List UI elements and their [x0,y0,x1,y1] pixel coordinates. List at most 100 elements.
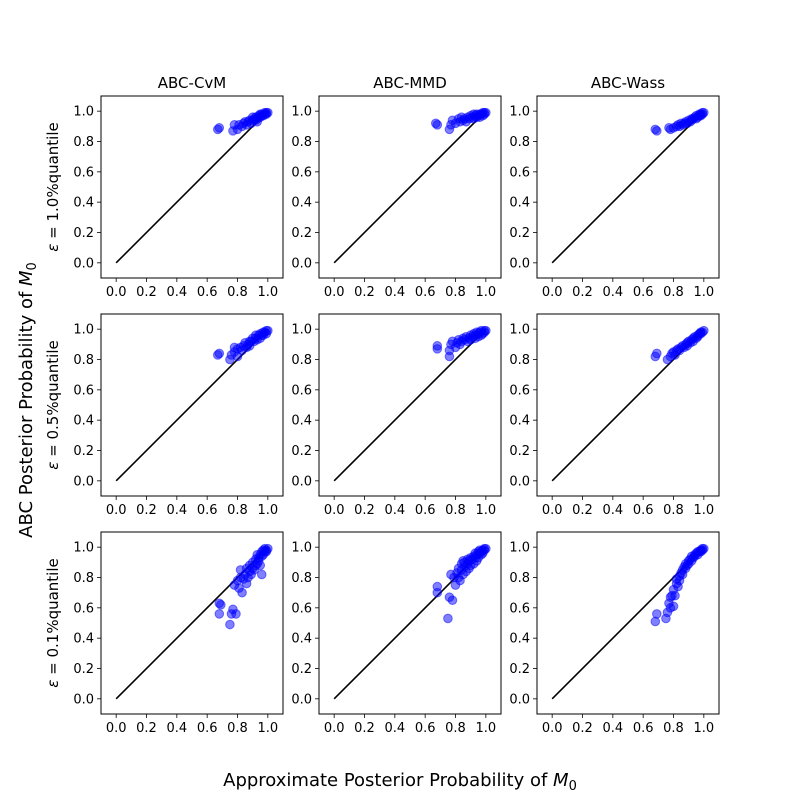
column-title-abc-cvm: ABC-CvM [158,74,226,92]
y-tick-label: 0.0 [291,474,312,489]
x-tick-label: 0.8 [227,721,248,736]
panel-abc-mmd-0-1: 0.0 0.2 0.4 0.6 0.8 1.0 0.0 0.2 0.4 0.6 0.8 1.0 [291,531,502,736]
x-tick-label: 0.2 [572,721,593,736]
data-point [432,587,443,598]
x-tick-label: 1.0 [475,503,496,518]
x-tick-label: 0.6 [415,503,436,518]
x-tick-label: 0.0 [542,285,563,300]
y-tick-label: 0.6 [73,383,94,398]
y-tick-label: 0.8 [73,571,94,586]
y-tick-label: 1.0 [509,323,530,338]
x-tick-label: 1.0 [257,285,278,300]
y-tick-label: 0.0 [291,256,312,271]
x-tick-label: 0.4 [384,721,405,736]
x-tick-label: 0.4 [602,721,623,736]
data-point [214,348,225,359]
y-tick-label: 1.0 [291,541,312,556]
x-tick-label: 0.0 [106,503,127,518]
y-tick-label: 0.8 [509,135,530,150]
y-tick-label: 0.0 [509,692,530,707]
row-label-0-1: ε = 0.1%quantile [44,558,62,688]
y-tick-label: 0.4 [73,632,94,647]
x-tick-label: 0.0 [106,285,127,300]
x-tick-label: 0.2 [354,503,375,518]
x-tick-label: 0.0 [324,721,345,736]
y-tick-label: 1.0 [509,541,530,556]
y-tick-label: 1.0 [73,105,94,120]
x-tick-label: 0.6 [415,285,436,300]
data-point [263,107,273,118]
x-tick-label: 0.8 [445,285,466,300]
y-tick-label: 0.4 [509,632,530,647]
data-point [432,344,443,354]
x-tick-label: 0.6 [633,503,654,518]
x-tick-label: 0.6 [197,721,218,736]
x-tick-label: 0.8 [445,721,466,736]
panel-abc-mmd-0-5: 0.0 0.2 0.4 0.6 0.8 1.0 0.0 0.2 0.4 0.6 0.8 1.0 [291,313,502,518]
y-tick-label: 0.6 [291,601,312,616]
x-tick-label: 0.8 [663,721,684,736]
x-tick-label: 0.2 [136,503,157,518]
data-point [481,543,491,554]
x-tick-label: 0.2 [572,285,593,300]
data-point [699,107,709,118]
y-tick-label: 1.0 [73,541,94,556]
x-tick-label: 0.0 [542,503,563,518]
y-tick-label: 0.8 [509,571,530,586]
panel-abc-mmd-1-0: 0.0 0.2 0.4 0.6 0.8 1.0 0.0 0.2 0.4 0.6 0.8 1.0 [291,95,502,300]
y-tick-label: 0.4 [509,414,530,429]
data-point [216,600,226,610]
panel-abc-wass-0-5: 0.0 0.2 0.4 0.6 0.8 1.0 0.0 0.2 0.4 0.6 0.8 1.0 [509,313,720,518]
data-point [668,601,679,612]
y-tick-label: 1.0 [73,323,94,338]
y-tick-label: 0.2 [509,662,530,677]
x-tick-label: 0.4 [166,503,187,518]
data-point [652,609,662,619]
y-tick-label: 0.0 [73,256,94,271]
y-tick-label: 0.2 [509,226,530,241]
data-point [652,348,662,359]
data-point [699,325,709,336]
y-tick-label: 0.8 [73,135,94,150]
x-tick-label: 0.2 [572,503,593,518]
x-tick-label: 0.6 [633,721,654,736]
y-tick-label: 0.4 [509,196,530,211]
panel-abc-wass-0-1: 0.0 0.2 0.4 0.6 0.8 1.0 0.0 0.2 0.4 0.6 0.8 1.0 [509,531,720,736]
data-point [255,560,266,571]
data-point [468,109,479,119]
y-tick-label: 0.4 [73,414,94,429]
data-point [458,556,468,566]
x-tick-label: 0.8 [663,503,684,518]
x-tick-label: 0.0 [324,285,345,300]
y-tick-label: 0.2 [73,444,94,459]
y-tick-label: 0.6 [73,601,94,616]
panels-layer: ABC-CvM ABC-MMD ABC-Wass ε = 1.0%quantile ε … [44,74,720,736]
x-tick-label: 0.4 [602,285,623,300]
x-tick-label: 0.2 [136,721,157,736]
x-tick-label: 0.6 [197,503,218,518]
y-tick-label: 0.2 [509,444,530,459]
data-point [652,126,662,136]
data-point [447,595,458,606]
data-point [263,325,273,336]
x-tick-label: 0.8 [445,503,466,518]
data-point [443,613,453,624]
data-point [256,569,267,580]
x-tick-label: 1.0 [257,721,278,736]
data-point [432,120,443,130]
x-tick-label: 1.0 [693,503,714,518]
x-tick-label: 1.0 [475,285,496,300]
reference-line [551,110,705,264]
data-point [231,609,241,619]
x-tick-label: 0.4 [166,721,187,736]
x-tick-label: 0.0 [324,503,345,518]
y-axis-super-label: ABC Posterior Probability of M0 [16,262,40,538]
data-point [214,609,225,619]
y-tick-label: 0.8 [291,135,312,150]
x-tick-label: 0.4 [602,503,623,518]
panel-abc-cvm-0-1: 0.0 0.2 0.4 0.6 0.8 1.0 0.0 0.2 0.4 0.6 0.8 1.0 [73,531,284,736]
column-title-abc-wass: ABC-Wass [591,74,665,92]
x-tick-label: 0.4 [166,285,187,300]
y-tick-label: 0.4 [291,632,312,647]
